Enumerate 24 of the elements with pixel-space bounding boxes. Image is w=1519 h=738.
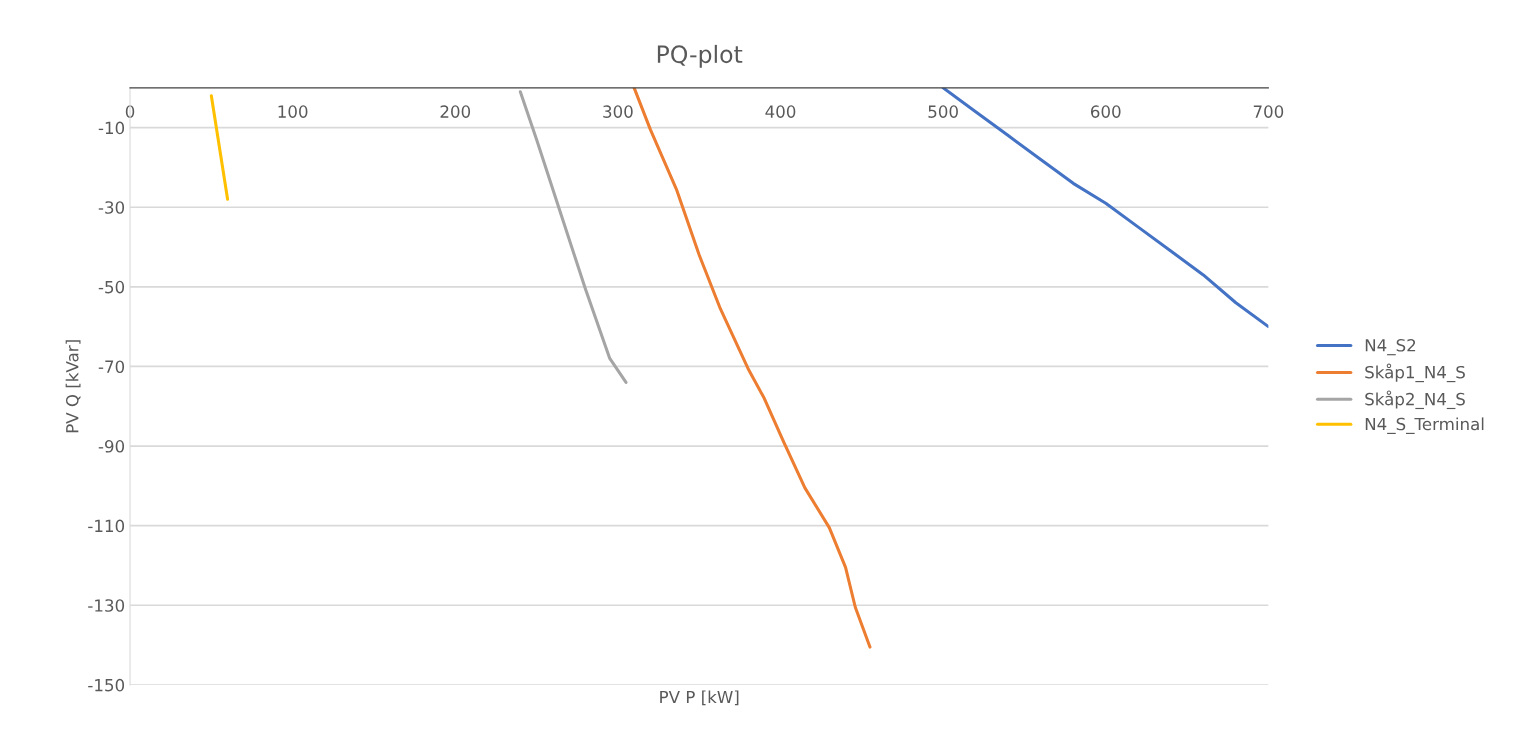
x-tick-label: 500 bbox=[928, 105, 958, 118]
y-tick-label: -10 bbox=[98, 121, 125, 135]
x-tick-label: 0 bbox=[125, 105, 135, 118]
y-tick-label: -30 bbox=[98, 201, 125, 214]
x-tick-label: 100 bbox=[278, 105, 308, 118]
x-tick-label: 400 bbox=[765, 105, 796, 118]
y-tick-label: -50 bbox=[98, 280, 125, 294]
legend-label: Skåp1_N4_S bbox=[1365, 363, 1465, 383]
x-tick-label: 600 bbox=[1091, 105, 1121, 118]
y-axis-title: PV Q [kVar] bbox=[65, 340, 81, 433]
line-series bbox=[632, 87, 872, 649]
legend-label: N4_S2 bbox=[1365, 338, 1416, 356]
legend-label: Skåp2_N4_S bbox=[1365, 390, 1465, 410]
y-tick-label: -130 bbox=[88, 599, 125, 612]
y-tick-label: -70 bbox=[98, 360, 125, 374]
legend-label: N4_S_Terminal bbox=[1365, 417, 1484, 434]
chart-title: PQ-plot bbox=[657, 44, 743, 68]
x-tick-label: 200 bbox=[440, 105, 471, 118]
y-tick-label: -150 bbox=[88, 678, 125, 692]
x-axis-title: PV P [kW] bbox=[660, 690, 739, 706]
x-tick-label: 300 bbox=[603, 105, 633, 118]
y-tick-label: -90 bbox=[98, 440, 125, 453]
x-tick-label: 700 bbox=[1253, 105, 1284, 118]
y-tick-label: -110 bbox=[88, 519, 125, 533]
